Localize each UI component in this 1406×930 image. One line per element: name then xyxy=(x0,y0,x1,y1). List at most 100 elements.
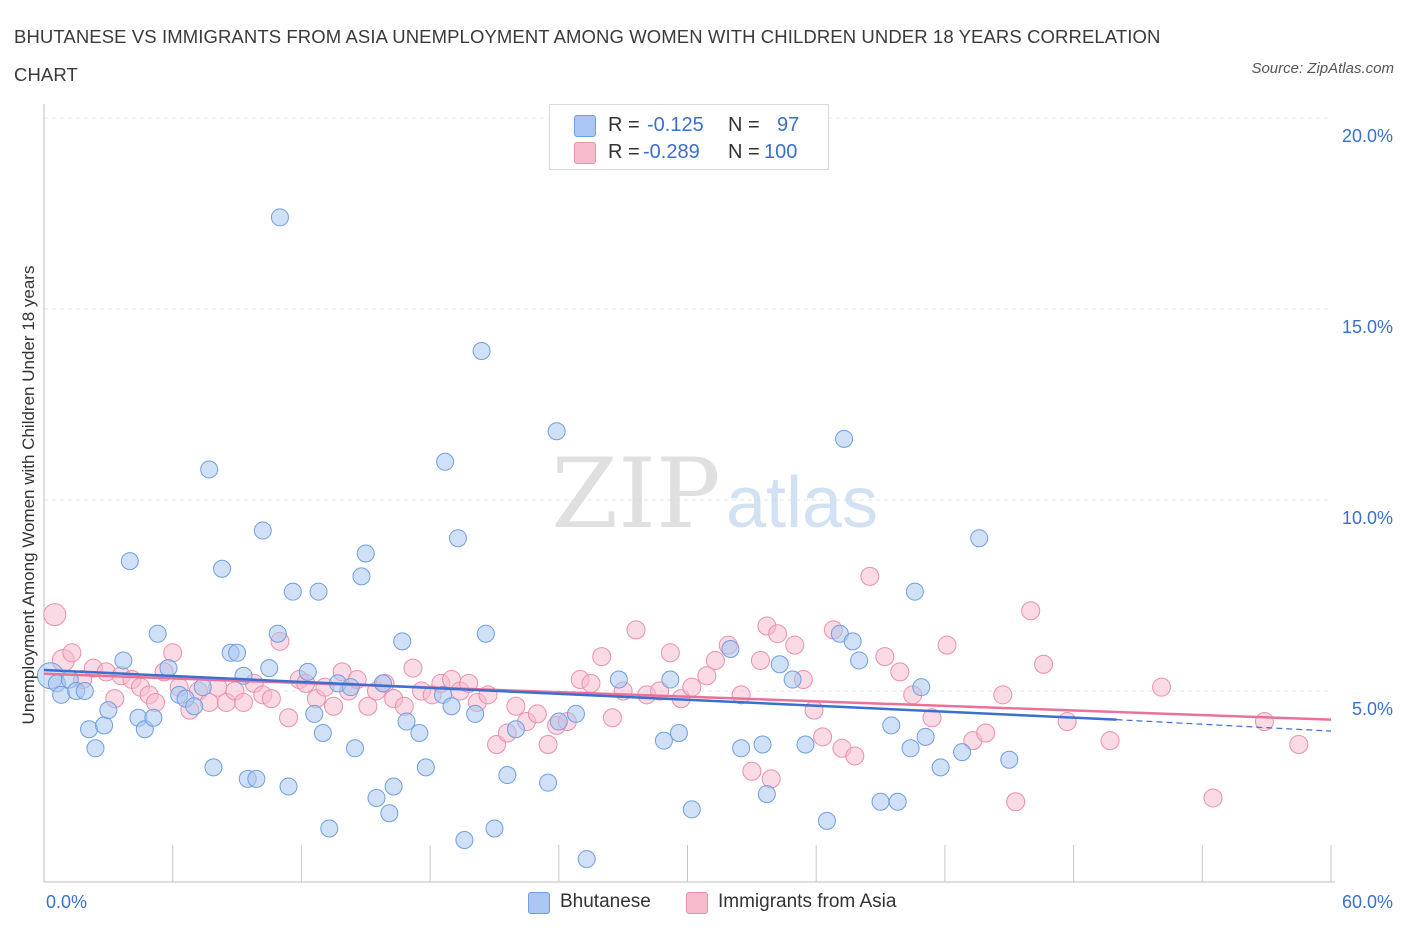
data-point-immigrants xyxy=(785,635,805,655)
data-point-bhutanese xyxy=(498,766,517,785)
data-point-bhutanese xyxy=(970,529,989,548)
x-tick-label: 0.0% xyxy=(46,892,87,912)
data-point-immigrants xyxy=(358,696,378,716)
data-point-immigrants xyxy=(538,734,558,754)
data-point-bhutanese xyxy=(75,682,94,700)
data-point-bhutanese xyxy=(247,769,266,788)
data-point-immigrants xyxy=(1006,792,1026,812)
data-point-immigrants xyxy=(705,650,725,670)
data-point-bhutanese xyxy=(313,724,332,743)
data-point-bhutanese xyxy=(539,773,558,792)
data-point-bhutanese xyxy=(204,758,223,777)
data-point-bhutanese xyxy=(305,704,324,723)
x-tick-label: 60.0% xyxy=(1342,892,1393,912)
data-point-bhutanese xyxy=(52,685,71,704)
data-point-bhutanese xyxy=(577,850,596,869)
data-point-bhutanese xyxy=(298,662,317,681)
data-point-bhutanese xyxy=(472,342,491,361)
data-point-bhutanese xyxy=(753,735,772,754)
data-point-bhutanese xyxy=(95,716,114,735)
data-point-bhutanese xyxy=(159,659,178,678)
trend-line-bhutanese-extension xyxy=(1116,719,1332,732)
data-point-bhutanese xyxy=(260,659,279,678)
data-point-bhutanese xyxy=(901,739,920,758)
data-point-bhutanese xyxy=(320,819,339,838)
data-point-bhutanese xyxy=(436,452,455,471)
legend-r-value: -0.289 xyxy=(643,141,700,163)
y-tick-label: 10.0% xyxy=(1342,508,1393,528)
data-point-bhutanese xyxy=(200,460,219,479)
data-point-immigrants xyxy=(527,704,547,724)
data-point-immigrants xyxy=(860,566,880,586)
data-point-bhutanese xyxy=(373,674,392,693)
data-point-bhutanese xyxy=(1000,750,1019,769)
data-point-immigrants xyxy=(1152,677,1172,697)
watermark-atlas: atlas xyxy=(726,463,878,543)
chart-title: BHUTANESE VS IMMIGRANTS FROM ASIA UNEMPL… xyxy=(14,26,1161,85)
data-point-immigrants xyxy=(922,708,942,728)
data-point-bhutanese xyxy=(882,716,901,735)
data-point-bhutanese xyxy=(393,632,412,651)
data-point-immigrants xyxy=(845,746,865,766)
y-tick-label: 15.0% xyxy=(1342,317,1393,337)
data-point-bhutanese xyxy=(448,529,467,548)
trend-lines xyxy=(43,668,1332,732)
data-point-immigrants xyxy=(592,647,612,667)
data-point-immigrants xyxy=(875,647,895,667)
data-point-bhutanese xyxy=(367,788,386,807)
data-point-bhutanese xyxy=(905,582,924,601)
legend-swatch-pink xyxy=(574,142,596,164)
data-point-bhutanese xyxy=(796,735,815,754)
data-point-immigrants xyxy=(1057,712,1077,732)
data-point-bhutanese xyxy=(609,670,628,689)
data-point-bhutanese xyxy=(144,708,163,727)
data-point-bhutanese xyxy=(871,792,890,811)
data-point-bhutanese xyxy=(99,701,118,720)
data-point-immigrants xyxy=(233,692,253,712)
data-point-bhutanese xyxy=(253,521,272,540)
data-point-immigrants xyxy=(813,727,833,747)
axes xyxy=(43,104,1335,883)
data-point-immigrants xyxy=(890,662,910,682)
data-point-bhutanese xyxy=(931,758,950,777)
data-point-bhutanese xyxy=(380,804,399,823)
data-point-immigrants xyxy=(146,692,166,712)
legend-n-key: N = xyxy=(728,114,760,136)
data-point-immigrants xyxy=(261,689,281,709)
data-point-bhutanese xyxy=(185,697,204,716)
data-point-bhutanese xyxy=(455,830,474,849)
data-point-bhutanese xyxy=(213,559,232,578)
data-point-bhutanese xyxy=(346,739,365,758)
data-point-bhutanese xyxy=(654,731,673,750)
data-point-bhutanese xyxy=(80,720,99,739)
data-point-bhutanese xyxy=(410,724,429,743)
data-point-bhutanese xyxy=(270,208,289,227)
data-point-immigrants xyxy=(394,696,414,716)
data-point-bhutanese xyxy=(843,632,862,651)
bottom-legend-label: Bhutanese xyxy=(560,891,651,912)
data-point-bhutanese xyxy=(888,792,907,811)
data-point-bhutanese xyxy=(547,422,566,441)
data-point-immigrants xyxy=(804,700,824,720)
data-point-immigrants xyxy=(993,685,1013,705)
legend-swatch-blue xyxy=(574,115,596,137)
data-point-bhutanese xyxy=(912,678,931,697)
trend-line-immigrants xyxy=(43,672,1332,721)
legend-n-value: 100 xyxy=(764,141,798,163)
data-point-bhutanese xyxy=(850,651,869,670)
data-point-immigrants xyxy=(581,673,601,693)
data-point-bhutanese xyxy=(953,743,972,762)
data-point-immigrants xyxy=(403,658,423,678)
data-point-immigrants xyxy=(163,643,183,663)
data-point-bhutanese xyxy=(442,697,461,716)
data-point-immigrants xyxy=(1100,731,1120,751)
legend-n-key: N = xyxy=(728,141,760,163)
legend-r-key: R = xyxy=(608,141,640,163)
data-point-immigrants xyxy=(750,650,770,670)
data-point-bhutanese xyxy=(476,624,495,643)
data-point-immigrants xyxy=(506,696,526,716)
data-point-bhutanese xyxy=(356,544,375,563)
data-point-immigrants xyxy=(62,643,82,663)
watermark: ZIP atlas xyxy=(551,438,878,550)
data-point-bhutanese xyxy=(669,724,688,743)
